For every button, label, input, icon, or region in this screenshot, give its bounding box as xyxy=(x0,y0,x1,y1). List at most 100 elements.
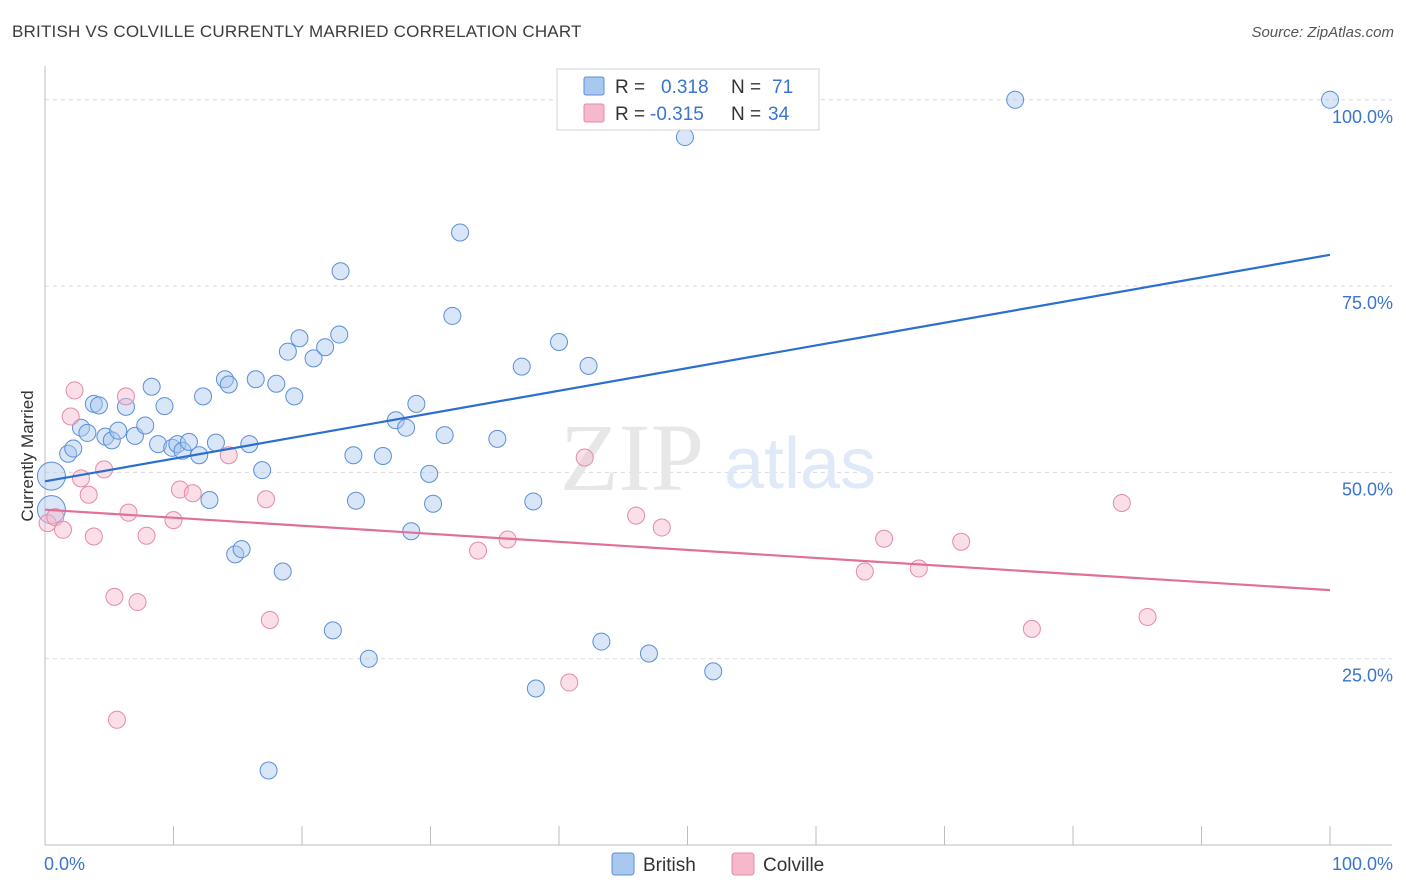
colville-legend-label: Colville xyxy=(763,855,824,876)
colville-point xyxy=(469,541,488,560)
british-point xyxy=(316,338,335,357)
colville-point xyxy=(61,407,80,426)
axes: 25.0% 50.0% 75.0% 100.0% 0.0% 100.0% xyxy=(44,66,1393,874)
british-point xyxy=(253,461,272,480)
british-point xyxy=(579,356,598,375)
colville-point xyxy=(71,469,90,488)
colville-point xyxy=(627,506,646,525)
y-tick-label: 25.0% xyxy=(1342,666,1393,686)
british-point xyxy=(155,397,174,416)
colville-point xyxy=(65,381,84,400)
colville-trend-line xyxy=(44,508,1331,592)
british-legend-swatch xyxy=(611,852,635,876)
colville-point xyxy=(84,527,103,546)
british-point xyxy=(639,644,658,663)
colville-n-label: N = xyxy=(731,104,761,125)
colville-r-value: -0.315 xyxy=(650,104,704,125)
y-tick-label: 50.0% xyxy=(1342,479,1393,499)
colville-point xyxy=(260,610,279,629)
colville-point xyxy=(1112,493,1131,512)
british-point xyxy=(304,349,323,368)
british-point xyxy=(1006,90,1025,109)
colville-point xyxy=(875,529,894,548)
british-point xyxy=(102,431,121,450)
british-point xyxy=(219,375,238,394)
british-trend-line xyxy=(44,253,1331,483)
british-point xyxy=(344,446,363,465)
colville-point xyxy=(53,520,72,539)
british-point xyxy=(179,432,198,451)
colville-point xyxy=(560,673,579,692)
british-point xyxy=(323,621,342,640)
colville-stat-swatch xyxy=(583,103,605,123)
british-point xyxy=(290,329,309,348)
british-point xyxy=(592,632,611,651)
british-point xyxy=(278,342,297,361)
colville-point xyxy=(119,503,138,522)
colville-n-value: 34 xyxy=(768,104,790,125)
colville-point xyxy=(1022,619,1041,638)
british-point xyxy=(78,423,97,442)
british-point xyxy=(173,441,192,460)
colville-point xyxy=(909,559,928,578)
y-tick-label: 100.0% xyxy=(1332,107,1393,127)
british-point xyxy=(346,491,365,510)
colville-point xyxy=(219,446,238,465)
source-credit: Source: ZipAtlas.com xyxy=(1251,24,1394,41)
british-point xyxy=(1321,90,1339,109)
colville-point xyxy=(79,485,98,504)
british-point xyxy=(359,649,378,668)
british-point xyxy=(149,435,168,454)
colville-point xyxy=(855,562,874,581)
chart-title: BRITISH VS COLVILLE CURRENTLY MARRIED CO… xyxy=(12,22,582,41)
colville-legend-swatch xyxy=(731,852,755,876)
colville-point xyxy=(652,518,671,537)
stats-legend: R = 0.318 N = 71 R = -0.315 N = 34 xyxy=(556,68,820,131)
british-point xyxy=(246,370,265,389)
british-point xyxy=(330,325,349,344)
british-point xyxy=(407,394,426,413)
british-n-label: N = xyxy=(731,77,761,98)
british-points xyxy=(36,90,1339,780)
british-point xyxy=(397,418,416,437)
british-point xyxy=(526,679,545,698)
y-axis-label: Currently Married xyxy=(18,390,37,521)
british-point xyxy=(116,397,135,416)
colville-point xyxy=(257,490,276,509)
british-point xyxy=(550,332,568,351)
y-tick-label: 75.0% xyxy=(1342,293,1393,313)
british-point xyxy=(373,447,392,466)
colville-point xyxy=(164,511,183,530)
british-point xyxy=(36,461,66,491)
british-point xyxy=(424,494,443,513)
british-point xyxy=(259,761,278,780)
grid-lines xyxy=(45,99,1392,660)
watermark-zip: ZIP xyxy=(560,404,704,511)
british-point xyxy=(285,387,304,406)
british-point xyxy=(232,540,251,559)
british-r-label: R = xyxy=(615,77,645,98)
series-legend: British Colville xyxy=(611,852,824,876)
watermark: ZIP atlas xyxy=(560,404,876,511)
british-point xyxy=(524,492,543,511)
british-point xyxy=(420,464,439,483)
british-r-value: 0.318 xyxy=(661,77,709,98)
x-tick-label: 100.0% xyxy=(1332,854,1393,874)
british-point xyxy=(451,223,470,242)
british-point xyxy=(704,662,723,681)
british-point xyxy=(89,396,108,415)
british-point xyxy=(331,262,350,281)
british-legend-label: British xyxy=(643,855,696,876)
british-n-value: 71 xyxy=(772,77,793,98)
british-point xyxy=(488,429,507,448)
colville-point xyxy=(137,526,156,545)
british-point xyxy=(273,562,292,581)
colville-point xyxy=(183,484,202,503)
british-point xyxy=(435,426,454,445)
british-point xyxy=(59,444,78,463)
british-point xyxy=(675,128,694,147)
colville-point xyxy=(575,448,594,467)
colville-r-label: R = xyxy=(615,104,645,125)
colville-point xyxy=(1138,607,1157,626)
